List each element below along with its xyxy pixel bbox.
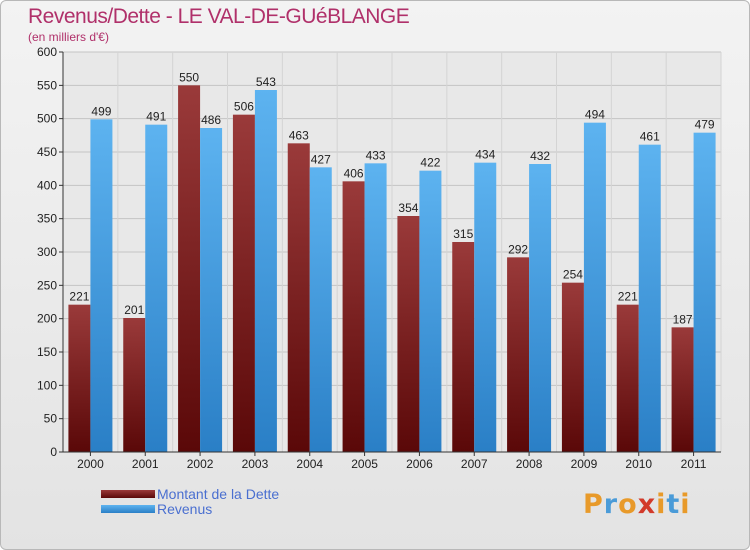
x-tick-label: 2010 <box>625 457 652 471</box>
data-label: 187 <box>673 312 693 326</box>
data-label: 461 <box>640 130 660 144</box>
bar-dette <box>397 216 420 452</box>
y-tick-label: 150 <box>37 345 57 359</box>
chart-legend: Montant de la Dette Revenus <box>101 485 280 517</box>
data-label: 479 <box>695 118 715 132</box>
data-label: 354 <box>398 201 418 215</box>
bar-revenus <box>638 144 661 452</box>
chart-subtitle: (en milliers d'€) <box>28 30 109 44</box>
bar-revenus <box>474 162 497 452</box>
legend-label-revenus: Revenus <box>157 500 213 517</box>
y-tick-label: 600 <box>37 45 57 59</box>
x-tick-label: 2008 <box>516 457 543 471</box>
bar-dette <box>616 304 639 452</box>
y-tick-label: 0 <box>50 445 57 459</box>
bar-revenus <box>309 167 332 453</box>
legend-item-revenus: Revenus <box>101 500 279 517</box>
data-label: 433 <box>366 148 386 162</box>
data-label: 491 <box>146 110 166 124</box>
bar-dette <box>342 181 365 453</box>
data-label: 221 <box>69 290 89 304</box>
bar-revenus <box>145 124 168 453</box>
data-label: 406 <box>344 166 364 180</box>
bar-dette <box>452 242 475 452</box>
bar-revenus <box>364 163 387 453</box>
x-tick-label: 2005 <box>351 457 378 471</box>
bar-dette <box>178 85 201 452</box>
y-tick-label: 100 <box>37 378 57 392</box>
bar-dette <box>123 318 146 452</box>
y-tick-label: 500 <box>37 112 57 126</box>
data-label: 254 <box>563 268 583 282</box>
bar-dette <box>232 114 255 453</box>
bar-revenus <box>254 90 277 452</box>
x-tick-label: 2002 <box>187 457 214 471</box>
data-label: 499 <box>91 104 111 118</box>
data-label: 486 <box>201 113 221 127</box>
data-label: 434 <box>475 148 495 162</box>
x-tick-label: 2003 <box>242 457 269 471</box>
data-label: 543 <box>256 75 276 89</box>
data-label: 432 <box>530 149 550 163</box>
y-tick-label: 400 <box>37 178 57 192</box>
bar-revenus <box>529 164 552 452</box>
chart-title: Revenus/Dette - LE VAL-DE-GUéBLANGE <box>28 5 410 28</box>
data-label: 315 <box>453 227 473 241</box>
y-tick-label: 350 <box>37 212 57 226</box>
data-label: 201 <box>124 303 144 317</box>
bar-revenus <box>583 122 606 453</box>
x-tick-label: 2001 <box>132 457 159 471</box>
data-label: 494 <box>585 108 605 122</box>
x-tick-label: 2011 <box>681 457 707 471</box>
y-tick-label: 450 <box>37 145 57 159</box>
bar-revenus <box>90 119 113 452</box>
bar-dette <box>671 327 694 452</box>
y-tick-label: 550 <box>37 78 57 92</box>
legend-swatch-revenus <box>101 504 155 513</box>
bar-dette <box>561 282 584 452</box>
data-label: 550 <box>179 70 199 84</box>
legend-label-dette: Montant de la Dette <box>157 485 280 502</box>
y-tick-label: 50 <box>44 412 58 426</box>
bar-revenus <box>693 132 716 452</box>
data-label: 221 <box>618 290 638 304</box>
y-tick-label: 200 <box>37 312 57 326</box>
data-label: 422 <box>420 156 440 170</box>
bar-revenus <box>419 170 442 452</box>
x-tick-label: 2000 <box>77 457 104 471</box>
data-label: 463 <box>289 128 309 142</box>
proxiti-logo: Proxiti <box>583 489 691 520</box>
bar-dette <box>68 304 91 452</box>
data-label: 292 <box>508 242 528 256</box>
bar-dette <box>507 257 530 452</box>
x-tick-label: 2009 <box>571 457 598 471</box>
y-tick-label: 300 <box>37 245 57 259</box>
data-label: 506 <box>234 100 254 114</box>
bar-dette <box>287 143 310 453</box>
x-tick-label: 2004 <box>296 457 323 471</box>
bar-revenus <box>200 128 223 452</box>
y-tick-label: 250 <box>37 278 57 292</box>
legend-item-dette: Montant de la Dette <box>101 485 280 502</box>
legend-swatch-dette <box>101 489 155 498</box>
x-tick-label: 2006 <box>406 457 433 471</box>
data-label: 427 <box>311 152 331 166</box>
x-tick-label: 2007 <box>461 457 488 471</box>
